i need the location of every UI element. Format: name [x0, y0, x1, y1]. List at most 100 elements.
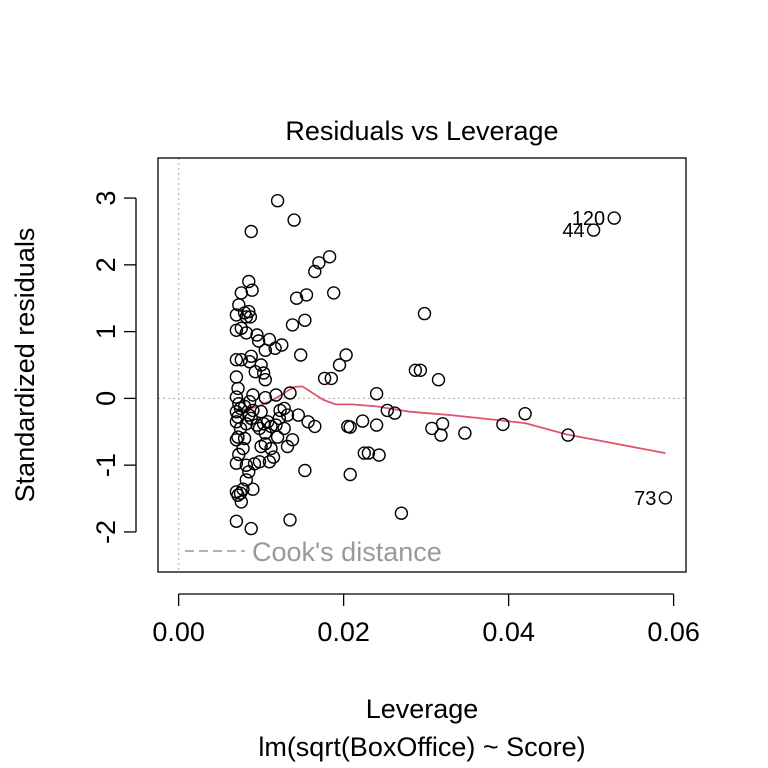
data-point: [435, 417, 450, 431]
data-point: [270, 193, 285, 208]
y-axis-label: Standardized residuals: [10, 228, 40, 503]
data-point: [262, 332, 277, 347]
plot-area-box: [157, 157, 687, 573]
data-point: [308, 419, 322, 434]
data-point: [229, 514, 244, 528]
point-label: 120: [572, 208, 605, 230]
reference-lines: [158, 158, 686, 572]
data-point: [269, 388, 283, 402]
data-point: [298, 313, 312, 327]
y-tick-label: 0: [91, 391, 121, 406]
data-point: [252, 455, 267, 469]
data-point: [268, 341, 282, 355]
data-point: [299, 288, 314, 302]
data-point: [244, 224, 258, 239]
data-point: [283, 386, 297, 400]
point-label: 44: [562, 220, 584, 242]
y-axis: -2 -1 0 1 2 3: [91, 191, 137, 544]
data-point: [254, 358, 268, 372]
data-point: [355, 414, 370, 428]
data-point: [561, 428, 575, 442]
data-point: [280, 439, 295, 454]
data-point: [369, 418, 384, 432]
data-point: [239, 473, 254, 487]
x-tick-label: 0.00: [152, 617, 205, 647]
data-point: [285, 433, 300, 447]
smoother-layer: [236, 385, 666, 454]
cooks-distance-legend: Cook's distance: [185, 537, 442, 567]
data-point: [308, 264, 322, 279]
data-point: [229, 456, 244, 470]
data-point: [264, 419, 278, 434]
data-point: [234, 321, 249, 335]
data-point: [317, 371, 332, 386]
data-point: [287, 213, 301, 227]
data-point: [332, 358, 347, 372]
x-axis: 0.00 0.02 0.04 0.06: [152, 593, 700, 647]
data-point: [266, 450, 281, 464]
data-point: [256, 366, 271, 380]
data-point: [258, 373, 272, 387]
data-point: [244, 521, 258, 536]
data-point: [518, 407, 532, 421]
data-point: [312, 256, 326, 270]
data-point: [417, 306, 432, 321]
data-point: [291, 408, 305, 422]
smoother-line: [236, 385, 666, 454]
data-point: [413, 363, 428, 377]
y-tick-label: -2: [91, 520, 121, 544]
data-point: [496, 417, 510, 432]
data-point: [229, 433, 244, 447]
data-point: [246, 482, 260, 496]
data-point: [277, 401, 291, 416]
data-point: [234, 353, 249, 367]
data-point: [229, 353, 244, 367]
data-point: [245, 283, 259, 297]
data-point: [294, 348, 308, 362]
data-point: [275, 338, 289, 352]
data-point: [380, 403, 394, 418]
data-point: [324, 371, 338, 386]
data-point: [236, 441, 250, 456]
data-point: [357, 446, 371, 460]
data-point: [242, 274, 256, 289]
model-formula-caption: lm(sqrt(BoxOffice) ~ Score): [258, 732, 585, 762]
data-point: [258, 437, 272, 451]
data-point: [242, 304, 256, 319]
data-point: [658, 491, 673, 505]
data-point: [361, 446, 376, 460]
data-point: [327, 286, 341, 300]
data-point: [237, 431, 252, 446]
data-point: [231, 381, 245, 396]
data-point: [322, 250, 337, 264]
data-point: [242, 408, 256, 422]
x-axis-label: Leverage: [366, 694, 479, 724]
data-point: [234, 286, 249, 300]
data-point: [339, 348, 353, 362]
y-tick-label: 2: [91, 257, 121, 272]
data-point: [251, 334, 266, 348]
data-point: [270, 430, 285, 444]
data-point: [431, 373, 446, 387]
data-point: [283, 513, 297, 527]
data-point: [434, 428, 448, 442]
data-point: [394, 506, 409, 520]
data-point: [343, 467, 357, 482]
data-point: [289, 291, 304, 305]
legend-label: Cook's distance: [252, 537, 442, 567]
data-point: [408, 363, 423, 377]
data-point: [277, 421, 291, 436]
y-tick-label: 1: [91, 324, 121, 339]
data-point: [237, 399, 252, 414]
data-point: [343, 420, 357, 434]
y-tick-label: 3: [91, 191, 121, 206]
x-tick-label: 0.04: [482, 617, 535, 647]
data-point: [239, 326, 254, 340]
data-point: [229, 370, 244, 384]
data-point: [234, 495, 249, 509]
data-point: [262, 455, 277, 469]
data-point: [285, 318, 300, 332]
data-point: [243, 310, 258, 324]
